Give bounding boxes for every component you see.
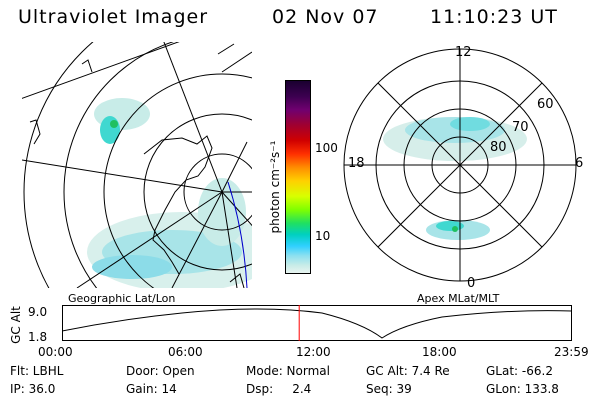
lat-70-label: 70 bbox=[512, 120, 529, 135]
info-gain: Gain: 14 bbox=[126, 382, 177, 396]
mlt-6-label: 6 bbox=[575, 156, 584, 171]
colorbar-tick-10: 10 bbox=[315, 229, 331, 243]
date-label: 02 Nov 07 bbox=[272, 6, 379, 28]
mlt-12-label: 12 bbox=[455, 45, 472, 60]
polar-plot bbox=[343, 48, 577, 282]
alt-ylabel: GC Alt bbox=[9, 306, 23, 344]
info-ip: IP: 36.0 bbox=[10, 382, 56, 396]
colorbar-unit: photon cm⁻²s⁻¹ bbox=[268, 140, 282, 234]
info-mode: Mode: Normal bbox=[246, 364, 330, 378]
alt-xtick-1200: 12:00 bbox=[296, 345, 331, 359]
altitude-plot bbox=[62, 305, 572, 341]
alt-ytick-top: 9.0 bbox=[28, 305, 48, 319]
colorbar-tick-100: 100 bbox=[315, 141, 338, 155]
geo-aurora bbox=[87, 98, 252, 288]
alt-xtick-0600: 06:00 bbox=[168, 345, 203, 359]
mlt-0-label: 0 bbox=[467, 276, 476, 291]
info-filter: Flt: LBHL bbox=[10, 364, 64, 378]
alt-ytick-bottom: 1.8 bbox=[28, 330, 48, 344]
info-seq: Seq: 39 bbox=[366, 382, 412, 396]
info-glon: GLon: 133.8 bbox=[486, 382, 559, 396]
geographic-map bbox=[22, 42, 252, 288]
alt-xtick-2359: 23:59 bbox=[554, 345, 589, 359]
info-glat: GLat: -66.2 bbox=[486, 364, 553, 378]
info-door: Door: Open bbox=[126, 364, 195, 378]
info-dsp: Dsp: 2.4 bbox=[246, 382, 312, 396]
mlt-18-label: 18 bbox=[348, 156, 365, 171]
polar-aurora bbox=[383, 117, 527, 240]
time-label: 11:10:23 UT bbox=[430, 6, 558, 28]
geo-panel-label: Geographic Lat/Lon bbox=[68, 292, 176, 305]
alt-xtick-0000: 00:00 bbox=[38, 345, 73, 359]
polar-panel-label: Apex MLat/MLT bbox=[417, 292, 500, 305]
lat-60-label: 60 bbox=[537, 97, 554, 112]
instrument-title: Ultraviolet Imager bbox=[18, 6, 209, 28]
colorbar bbox=[285, 80, 311, 274]
alt-xtick-1800: 18:00 bbox=[422, 345, 457, 359]
lat-80-label: 80 bbox=[490, 140, 507, 155]
info-gc-alt: GC Alt: 7.4 Re bbox=[366, 364, 450, 378]
